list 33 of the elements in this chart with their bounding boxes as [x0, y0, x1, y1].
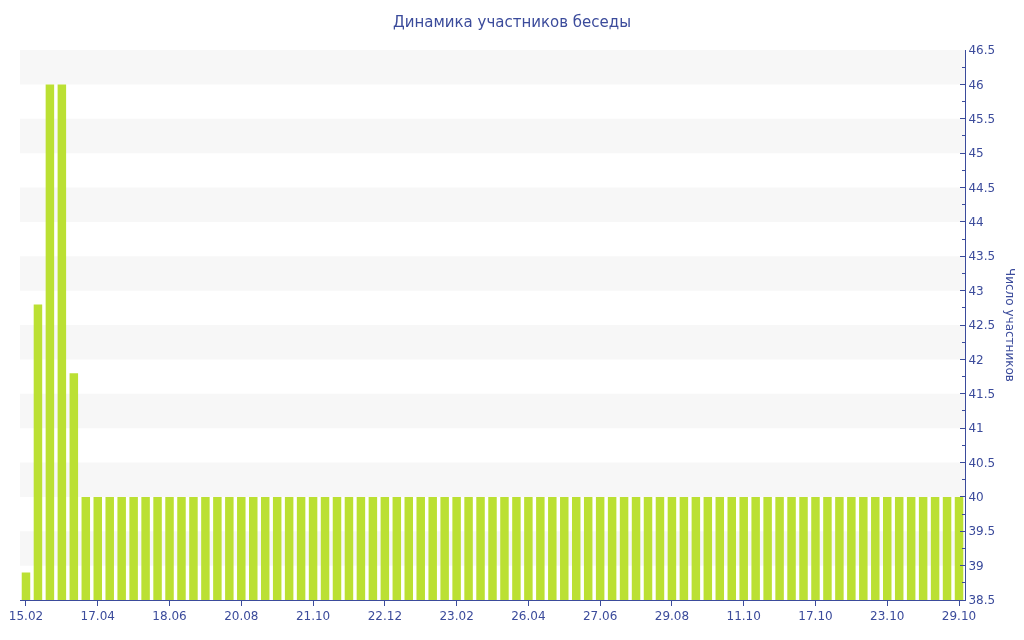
y-tick-label: 39.5	[968, 524, 996, 539]
x-tick-label: 17.10	[798, 609, 833, 624]
x-tick-label: 27.06	[582, 609, 618, 624]
x-tick-label: 22.12	[367, 609, 403, 624]
y-tick-label: 39	[968, 558, 984, 573]
x-tick-label: 21.10	[295, 609, 331, 624]
x-tick-label: 18.06	[152, 609, 187, 624]
y-tick-label: 44	[968, 215, 984, 230]
y-tick-label: 41.5	[968, 386, 996, 401]
y-tick-label: 43.5	[968, 249, 996, 264]
y-tick-label: 41	[968, 421, 984, 436]
x-tick-label: 20.08	[224, 609, 259, 624]
y-tick-label: 43	[968, 283, 984, 298]
x-tick-label: 26.04	[511, 609, 546, 624]
x-tick-label: 23.02	[439, 609, 474, 624]
x-tick-label: 29.10	[941, 609, 977, 624]
y-tick-label: 46	[968, 77, 984, 92]
y-tick-label: 45	[968, 146, 984, 161]
x-tick-label: 23.10	[870, 609, 905, 624]
y-tick-label: 44.5	[968, 180, 996, 195]
y-tick-label: 42.5	[968, 318, 996, 333]
y-tick-label: 42	[968, 352, 984, 367]
y-tick-label: 46.5	[968, 43, 996, 58]
y-tick-label: 40	[968, 490, 984, 505]
x-tick-label: 15.02	[8, 609, 44, 624]
y-tick-label: 40.5	[968, 455, 996, 470]
x-tick-label: 17.04	[80, 609, 115, 624]
y-tick-label: 45.5	[968, 111, 996, 126]
x-tick-label: 29.08	[654, 609, 690, 624]
chart-title: Динамика участников беседы	[392, 13, 632, 32]
y-axis-title: Число участников	[1003, 268, 1017, 382]
y-tick-label: 38.5	[968, 593, 996, 608]
x-tick-label: 11.10	[726, 609, 761, 624]
